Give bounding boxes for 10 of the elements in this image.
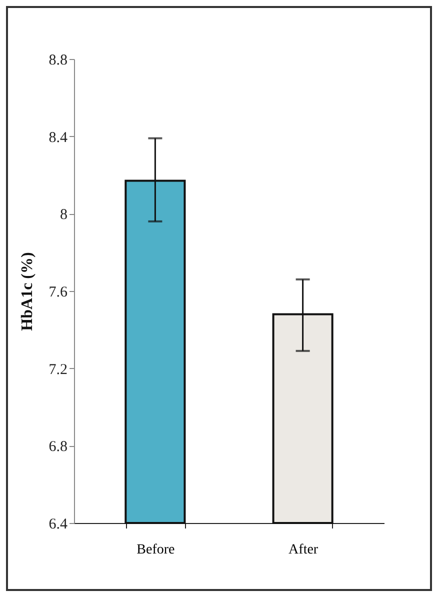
y-tick-label: 6.4 [48,516,68,532]
y-axis-title: HbA1c (%) [18,252,36,331]
y-tick-label: 8 [60,207,68,224]
y-tick-label: 8.4 [48,130,68,146]
y-tick-label: 8.8 [48,52,68,68]
x-tick-label: After [288,542,318,558]
y-tick-label: 7.2 [48,362,68,378]
y-tick-label: 6.8 [48,439,68,456]
x-tick-label: Before [136,542,175,558]
y-tick-label: 7.6 [48,284,68,300]
